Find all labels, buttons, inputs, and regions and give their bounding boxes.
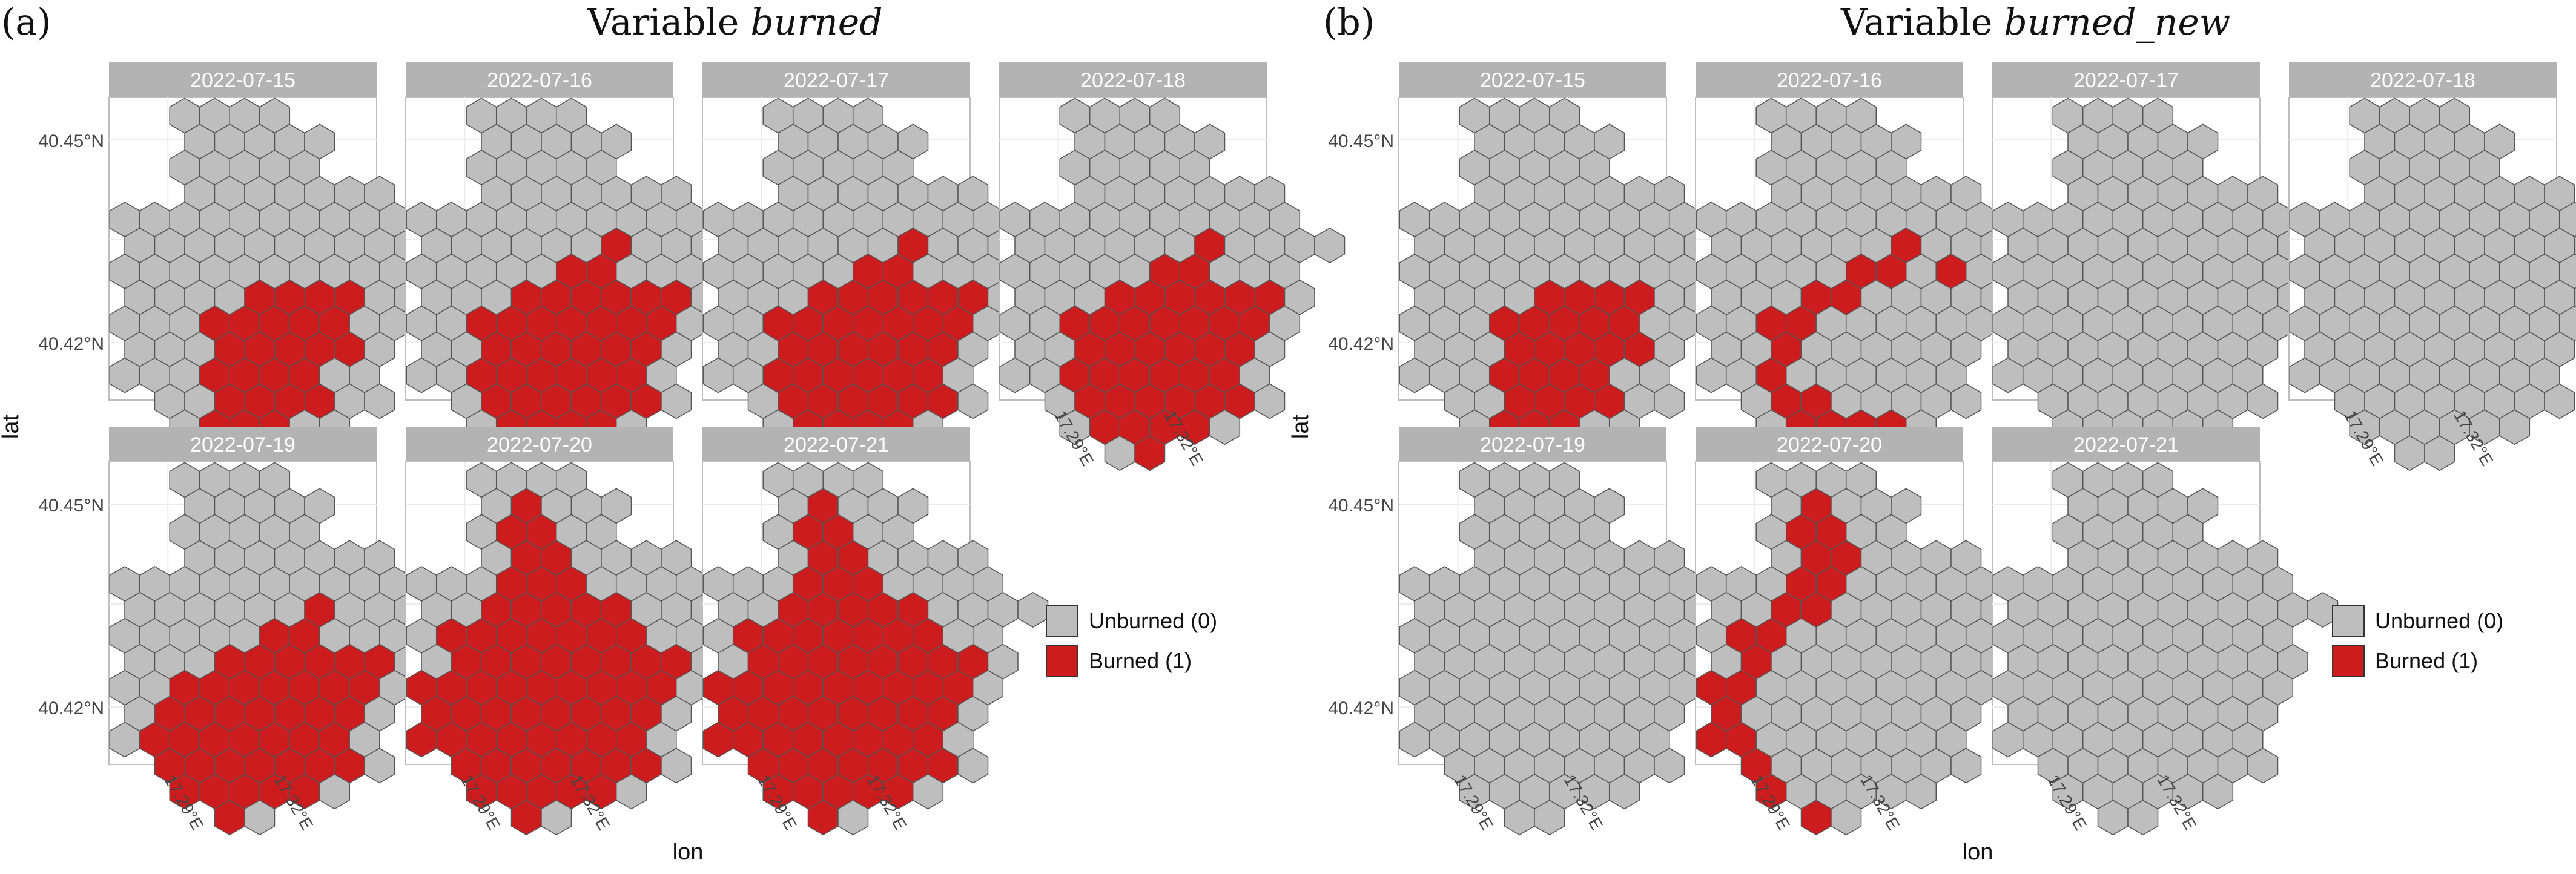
legend-swatch-unburned	[1046, 605, 1078, 637]
y-tick-label: 40.42°N	[38, 698, 104, 718]
facet-strip	[1992, 62, 2260, 97]
hex-unburned	[1314, 228, 1346, 263]
hex-unburned	[2574, 287, 2576, 307]
y-tick-label: 40.42°N	[1328, 698, 1394, 718]
legend-swatch-burned	[2332, 645, 2365, 677]
hex-unburned	[2574, 235, 2576, 256]
hex-unburned	[1017, 592, 1049, 628]
facet-strip	[999, 62, 1267, 97]
hex-unburned	[1608, 774, 1640, 810]
facet-date: 2022-07-21	[784, 433, 889, 456]
facet-date: 2022-07-16	[487, 69, 592, 92]
facet-strip	[2289, 62, 2557, 97]
legend-label-burned: Burned (1)	[1089, 648, 1192, 673]
legend-swatch-burned	[1046, 645, 1078, 677]
facet-date: 2022-07-20	[1777, 433, 1882, 456]
legend-label-burned: Burned (1)	[2375, 648, 2478, 673]
facet-date: 2022-07-20	[487, 433, 592, 456]
facet-date: 2022-07-15	[1480, 69, 1585, 92]
hex-unburned	[2247, 748, 2279, 784]
facet-strip	[702, 62, 970, 97]
hex-unburned	[957, 748, 989, 784]
facet-date: 2022-07-19	[190, 433, 296, 456]
hex-unburned	[364, 383, 395, 419]
facet-date: 2022-07-19	[1480, 433, 1585, 456]
hex-unburned	[364, 748, 395, 784]
panel-a-title-prefix: Variable	[587, 1, 739, 44]
facet-strip	[1696, 427, 1963, 462]
hex-unburned	[2127, 800, 2159, 836]
hex-unburned	[2202, 774, 2234, 810]
hex-unburned	[1654, 748, 1685, 784]
facet-strip	[1992, 427, 2260, 462]
hex-unburned	[1254, 383, 1286, 419]
facet-strip	[1696, 62, 1963, 97]
facet-date: 2022-07-21	[2073, 433, 2179, 456]
panel-b-title: Variable burned_new	[1841, 1, 2230, 44]
hex-unburned	[244, 800, 276, 836]
hex-unburned	[1950, 748, 1982, 784]
hex-unburned	[661, 383, 692, 419]
hex-unburned	[2307, 592, 2339, 628]
hex-unburned	[1654, 383, 1685, 419]
hex-unburned	[912, 774, 944, 810]
y-tick-label: 40.42°N	[1328, 334, 1394, 354]
hex-unburned	[2544, 383, 2575, 419]
facet-date: 2022-07-18	[2370, 69, 2475, 92]
x-axis-title: lon	[673, 840, 704, 865]
hex-burned	[1134, 435, 1166, 472]
hex-unburned	[2247, 383, 2279, 419]
panel-b-title-prefix: Variable	[1841, 1, 1993, 44]
hex-unburned	[661, 748, 692, 784]
legend-label-unburned: Unburned (0)	[2375, 608, 2503, 633]
hex-unburned	[957, 383, 989, 419]
facet-date: 2022-07-17	[784, 69, 889, 92]
facet-strip	[1399, 427, 1666, 462]
facet-date: 2022-07-16	[1777, 69, 1882, 92]
hex-unburned	[2498, 409, 2531, 445]
y-tick-label: 40.45°N	[38, 496, 104, 516]
y-axis-title: lat	[0, 414, 24, 439]
y-tick-label: 40.45°N	[1328, 496, 1394, 516]
facet-strip	[702, 427, 970, 462]
hex-unburned	[1534, 800, 1565, 836]
hex-unburned	[615, 774, 647, 810]
y-tick-label: 40.45°N	[1328, 131, 1394, 151]
facet-date: 2022-07-17	[2073, 69, 2179, 92]
hex-unburned	[2424, 435, 2455, 472]
panel-b-title-var: burned_new	[2004, 1, 2231, 44]
hex-unburned	[1905, 774, 1937, 810]
hex-unburned	[319, 774, 351, 810]
x-axis-title: lon	[1963, 840, 1993, 865]
y-tick-label: 40.45°N	[38, 131, 104, 151]
hex-unburned	[1831, 800, 1862, 836]
facet-strip	[406, 427, 673, 462]
y-tick-label: 40.42°N	[38, 334, 104, 354]
hex-unburned	[837, 800, 869, 836]
legend-swatch-unburned	[2332, 605, 2365, 637]
legend-label-unburned: Unburned (0)	[1089, 608, 1217, 633]
facet-strip	[406, 62, 673, 97]
panel-a-title-var: burned	[750, 1, 883, 44]
panel-a-title: Variable burned	[587, 1, 883, 44]
hex-unburned	[1209, 409, 1241, 445]
y-axis-title: lat	[1288, 414, 1313, 439]
facet-date: 2022-07-18	[1080, 69, 1186, 92]
facet-strip	[109, 427, 377, 462]
hex-unburned	[1950, 383, 1982, 419]
hex-unburned	[541, 800, 572, 836]
facet-date: 2022-07-15	[190, 69, 296, 92]
facet-strip	[109, 62, 377, 97]
panel-b-label: (b)	[1323, 1, 1375, 44]
facet-strip	[1399, 62, 1666, 97]
panel-a-label: (a)	[1, 1, 51, 44]
